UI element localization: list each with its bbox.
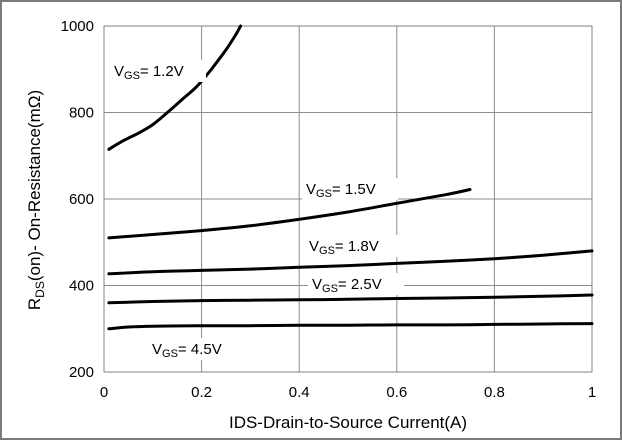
series-label-2: VGS= 1.5V	[302, 178, 398, 200]
x-tick-label: 1	[588, 384, 596, 401]
x-tick-label: 0.4	[289, 384, 310, 401]
series-label-main: V	[114, 63, 124, 80]
series-line-1	[107, 24, 243, 151]
y-axis-title-rest: (on)- On-Resistance(mΩ)	[25, 90, 44, 281]
series-line-5	[107, 322, 594, 331]
series-lines	[107, 24, 594, 331]
series-line-4	[107, 293, 594, 305]
series-label-text: VGS= 1.5V	[306, 181, 376, 200]
series-label-rest: = 4.5V	[178, 341, 222, 358]
series-label-main: V	[306, 181, 316, 198]
series-label-rest: = 2.5V	[338, 276, 382, 293]
plot-area-border	[103, 25, 593, 373]
series-label-3: VGS= 1.8V	[305, 235, 401, 257]
y-tick-label: 600	[69, 191, 94, 208]
series-label-1: VGS= 1.2V	[110, 60, 206, 82]
series-label-5: VGS= 4.5V	[148, 338, 244, 360]
y-axis-title: RDS(on)- On-Resistance(mΩ)	[25, 90, 47, 310]
x-tick-label: 0.2	[191, 384, 212, 401]
series-line-3	[107, 249, 594, 276]
series-label-subscript: GS	[319, 245, 335, 257]
series-label-text: VGS= 1.8V	[309, 238, 379, 257]
series-label-background	[302, 178, 398, 200]
series-label-text: VGS= 4.5V	[152, 341, 222, 360]
x-tick-label: 0.8	[484, 384, 505, 401]
series-label-subscript: GS	[162, 348, 178, 360]
series-label-background	[308, 273, 404, 295]
x-tick-label: 0	[100, 384, 108, 401]
series-label-text: VGS= 1.2V	[114, 63, 184, 82]
series-label-main: V	[152, 341, 162, 358]
series-line-2	[107, 188, 472, 240]
series-label-subscript: GS	[124, 70, 140, 82]
series-label-4: VGS= 2.5V	[308, 273, 404, 295]
y-tick-label: 1000	[61, 18, 94, 35]
x-tick-label: 0.6	[386, 384, 407, 401]
series-label-background	[110, 60, 206, 82]
series-label-subscript: GS	[322, 283, 338, 295]
series-label-main: V	[312, 276, 322, 293]
series-label-rest: = 1.5V	[332, 181, 376, 198]
y-tick-labels: 200 400 600 800 1000	[61, 18, 94, 381]
x-tick-labels: 0 0.2 0.4 0.6 0.8 1	[100, 384, 596, 401]
y-tick-label: 200	[69, 364, 94, 381]
series-label-background	[148, 338, 244, 360]
y-axis-title-subscript: DS	[33, 281, 47, 298]
x-axis-title: IDS-Drain-to-Source Current(A)	[229, 413, 467, 432]
series-label-background	[305, 235, 401, 257]
series-label-rest: = 1.8V	[335, 238, 379, 255]
y-tick-label: 800	[69, 105, 94, 122]
y-axis-title-main: R	[25, 298, 44, 310]
series-label-text: VGS= 2.5V	[312, 276, 382, 295]
series-label-main: V	[309, 238, 319, 255]
series-label-subscript: GS	[316, 188, 332, 200]
y-tick-label: 400	[69, 278, 94, 295]
series-label-rest: = 1.2V	[140, 63, 184, 80]
